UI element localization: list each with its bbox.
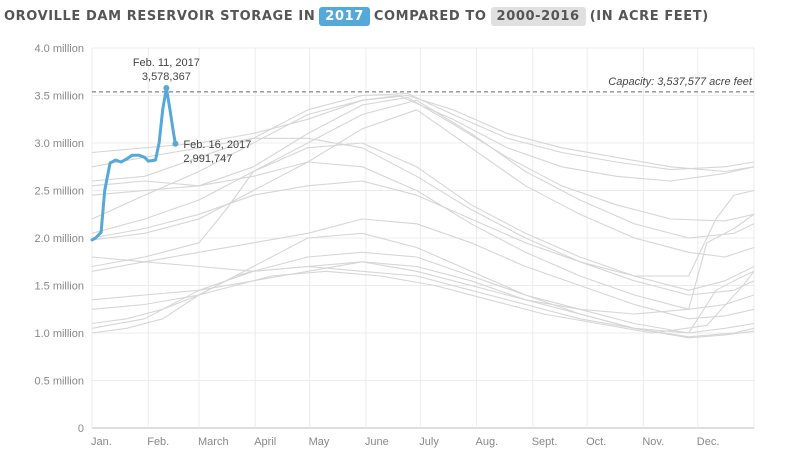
peak-annotation-date: Feb. 11, 2017 xyxy=(133,57,200,69)
y-tick-label: 1.0 million xyxy=(34,328,84,340)
x-tick-label: April xyxy=(254,436,276,448)
historical-series-line xyxy=(91,96,755,222)
title-suffix: (IN ACRE FEET) xyxy=(589,8,709,24)
title-year-badge: 2017 xyxy=(319,6,370,26)
y-tick-label: 4.0 million xyxy=(34,43,84,55)
y-tick-label: 0 xyxy=(78,423,84,435)
title-prefix: OROVILLE DAM RESERVOIR STORAGE IN xyxy=(4,8,316,24)
capacity-label: Capacity: 3,537,577 acre feet xyxy=(608,76,753,88)
x-tick-label: May xyxy=(309,436,330,448)
peak-annotation-value: 3,578,367 xyxy=(142,71,191,83)
x-tick-label: Feb. xyxy=(147,436,169,448)
historical-series-line xyxy=(91,109,755,258)
x-tick-label: Sept. xyxy=(532,436,558,448)
x-tick-label: Aug. xyxy=(476,436,499,448)
title-range-badge: 2000-2016 xyxy=(490,6,586,26)
historical-series-line xyxy=(91,142,755,291)
historical-series-line xyxy=(91,180,755,277)
historical-series-line xyxy=(91,213,755,315)
y-tick-label: 2.0 million xyxy=(34,233,84,245)
latest-point-marker xyxy=(172,140,179,147)
y-tick-label: 3.0 million xyxy=(34,138,84,150)
annotations: Feb. 11, 2017 3,578,367 Feb. 16, 2017 2,991… xyxy=(133,57,251,165)
historical-series-line xyxy=(91,265,755,334)
capacity-reference: Capacity: 3,537,577 acre feet xyxy=(92,76,754,93)
historical-series-line xyxy=(91,99,755,239)
historical-series-group xyxy=(91,93,755,339)
latest-annotation-date: Feb. 16, 2017 xyxy=(183,139,251,151)
grid-lines xyxy=(91,47,755,429)
x-tick-label: Jan. xyxy=(91,436,112,448)
y-tick-label: 1.5 million xyxy=(34,281,84,293)
title-middle: COMPARED TO xyxy=(373,8,487,24)
historical-series-line xyxy=(91,94,755,220)
historical-series-line xyxy=(91,261,755,338)
x-tick-label: Oct. xyxy=(586,436,606,448)
x-axis-labels: Jan. Feb. March April May June July Aug. Sept. Oc… xyxy=(91,436,719,448)
historical-series-line xyxy=(91,93,755,182)
current-series-group xyxy=(90,85,179,242)
x-tick-label: Nov. xyxy=(642,436,664,448)
y-tick-label: 0.5 million xyxy=(34,376,84,388)
x-tick-label: Dec. xyxy=(697,436,720,448)
historical-series-line xyxy=(91,218,755,320)
historical-series-line xyxy=(91,161,755,310)
y-tick-label: 3.5 million xyxy=(34,91,84,103)
x-tick-label: June xyxy=(365,436,389,448)
x-tick-label: July xyxy=(419,436,439,448)
chart-title: OROVILLE DAM RESERVOIR STORAGE IN 2017 C… xyxy=(4,4,709,28)
historical-series-line xyxy=(91,251,755,334)
y-tick-label: 2.5 million xyxy=(34,186,84,198)
latest-annotation-value: 2,991,747 xyxy=(183,153,232,165)
historical-series-line xyxy=(91,270,755,334)
x-tick-label: March xyxy=(198,436,229,448)
historical-series-line xyxy=(91,137,755,296)
y-axis-labels: 0 0.5 million 1.0 million 1.5 million 2.0 mi… xyxy=(34,43,84,435)
peak-point-marker xyxy=(163,85,170,92)
